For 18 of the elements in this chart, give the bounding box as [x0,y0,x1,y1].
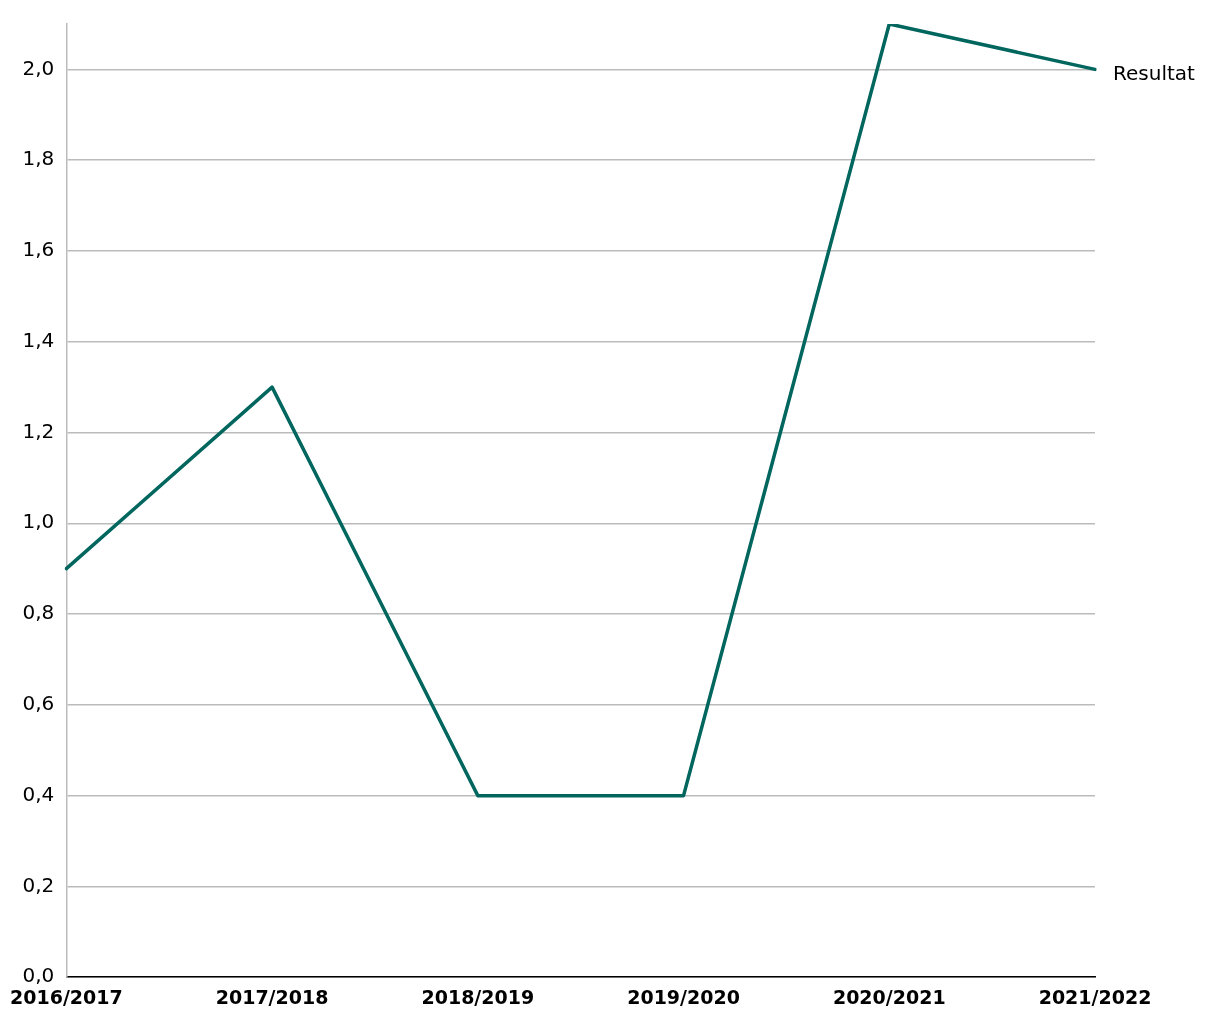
x-tick-label: 2021/2022 [1038,985,1152,1008]
y-tick-label: 0,2 [22,872,55,897]
y-tick-label: 0,8 [22,600,55,625]
series-label: Resultat [1113,60,1196,85]
x-tick-label: 2020/2021 [832,985,946,1008]
y-tick-label: 1,4 [22,327,55,352]
x-tick-label: 2018/2019 [421,985,535,1008]
y-tick-label: 0,4 [22,781,55,806]
y-tick-label: 1,0 [22,509,55,534]
y-tick-label: 2,0 [22,55,55,80]
y-tick-label: 1,6 [22,237,55,262]
x-tick-label: 2017/2018 [215,985,329,1008]
x-tick-label: 2019/2020 [627,985,740,1008]
y-tick-label: 0,0 [22,963,55,988]
y-tick-label: 1,8 [22,146,55,171]
y-tick-label: 1,2 [22,418,55,443]
y-tick-label: 0,6 [22,691,55,716]
x-tick-label: 2016/2017 [10,985,123,1008]
